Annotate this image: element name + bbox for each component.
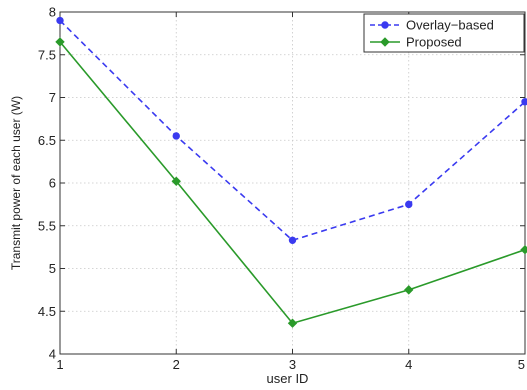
y-tick-label: 7.5 (38, 47, 56, 62)
legend-marker (380, 37, 390, 47)
series-line (59, 19, 526, 242)
y-tick-label: 6 (49, 176, 56, 191)
legend-label: Overlay−based (406, 18, 494, 33)
data-point (172, 132, 180, 140)
x-tick-label: 1 (56, 357, 63, 372)
x-tick-label: 2 (173, 357, 180, 372)
data-point (521, 98, 527, 106)
data-point (520, 244, 527, 255)
data-point (171, 176, 181, 186)
x-tick-label: 3 (289, 357, 296, 372)
y-tick-label: 8 (49, 5, 56, 20)
legend-marker (381, 21, 389, 29)
x-tick-label: 5 (518, 357, 525, 372)
data-point (55, 37, 65, 47)
data-point (56, 16, 64, 25)
series-group (55, 16, 527, 328)
y-tick-label: 7 (49, 90, 56, 105)
legend-box (363, 13, 525, 53)
y-tick-label: 6.5 (38, 133, 56, 148)
data-point (288, 236, 297, 244)
series-proposed (55, 37, 527, 328)
y-axis-label: Transmit power of each user (W) (9, 96, 23, 270)
grid (59, 11, 526, 355)
legend-label: Proposed (406, 35, 462, 50)
data-point (287, 318, 298, 328)
x-axis-label: user ID (267, 371, 309, 386)
x-tick-label: 4 (405, 357, 412, 372)
y-tick-label: 4 (49, 347, 56, 362)
data-point (404, 285, 414, 295)
y-tick-label: 4.5 (38, 304, 56, 319)
y-tick-label: 5.5 (38, 218, 56, 233)
legend: Overlay−based Proposed (363, 13, 525, 53)
legend-item: Proposed (370, 35, 462, 50)
y-tick-label: 5 (49, 261, 56, 276)
axis-ticks: 4 4.5 5 5.5 6 6.5 7 7.5 8 1 2 3 4 5 (38, 5, 526, 372)
series-overlay-based (56, 16, 527, 244)
legend-item: Overlay−based (370, 18, 494, 33)
data-point (405, 200, 413, 209)
